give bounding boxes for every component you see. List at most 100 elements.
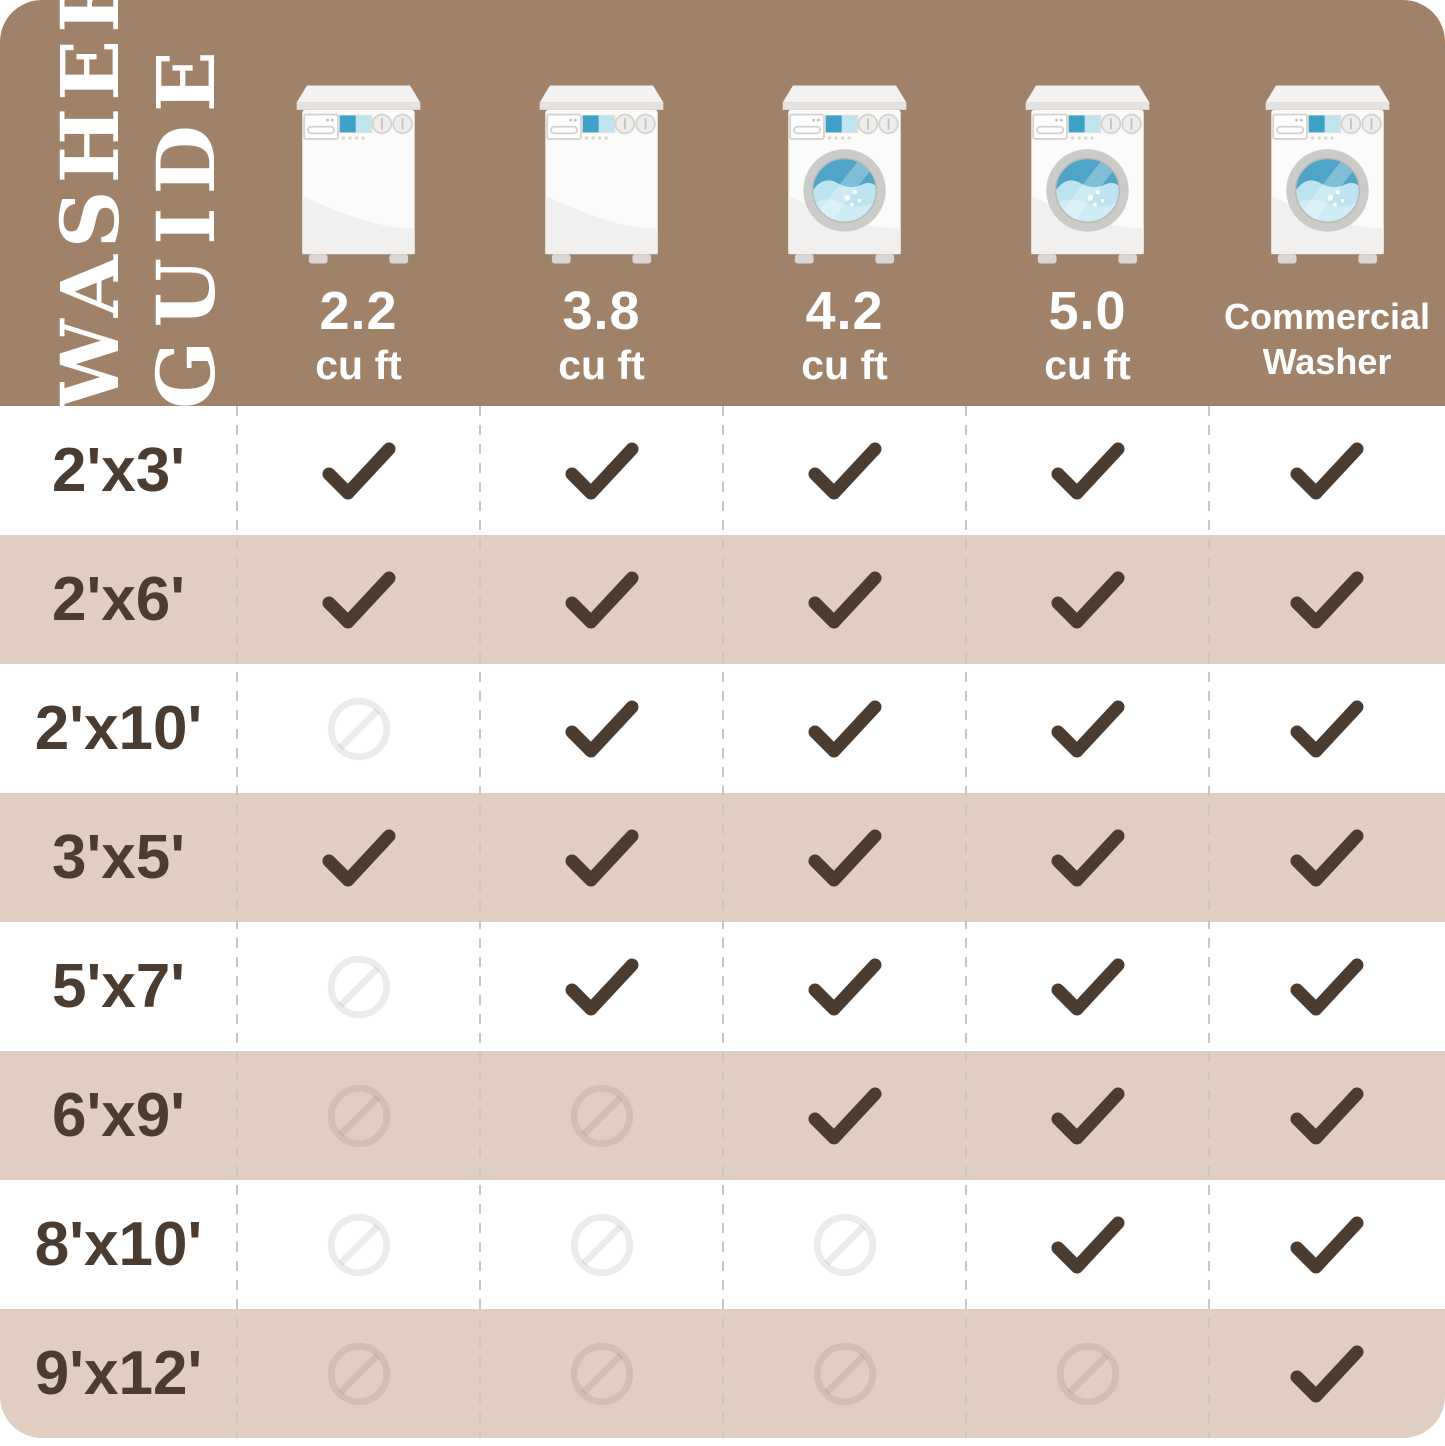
check-icon: [565, 700, 638, 757]
capacity-label: 3.8: [562, 281, 641, 341]
check-icon: [1051, 958, 1124, 1015]
check-icon: [1290, 1216, 1364, 1273]
check-icon: [808, 700, 881, 757]
table-row: 8'x10': [0, 1180, 1445, 1309]
table-cell: [480, 406, 723, 535]
table-cell: [723, 535, 966, 664]
check-icon: [1290, 829, 1364, 886]
table-cell: [237, 922, 480, 1051]
check-icon: [808, 1087, 881, 1144]
check-icon: [1051, 700, 1124, 757]
washer-door: [1285, 149, 1369, 232]
title-line-guide: GUIDE: [139, 38, 233, 409]
row-label: 5'x7': [52, 952, 185, 1021]
table-cell: [480, 1180, 723, 1309]
check-icon: [1290, 958, 1364, 1015]
table-cell: [723, 406, 966, 535]
table-cell: [480, 1051, 723, 1180]
no-icon: [813, 1213, 876, 1276]
check-icon: [1290, 442, 1364, 499]
check-icon: [565, 442, 638, 499]
row-label: 3'x5': [52, 823, 185, 892]
no-icon: [327, 955, 390, 1018]
table-cell: [723, 1180, 966, 1309]
capacity-label: Commercial: [1223, 296, 1431, 337]
header-column: 2.2 cu ft: [237, 0, 480, 406]
table-cell: [480, 535, 723, 664]
table-cell: [237, 664, 480, 793]
capacity-sublabel: Washer: [1262, 341, 1392, 382]
table-row: 2'x10': [0, 664, 1445, 793]
table-cell: [237, 793, 480, 922]
capacity-sublabel: cu ft: [315, 342, 402, 388]
table-cell: [1209, 1309, 1445, 1438]
column-divider: [965, 406, 967, 1438]
check-icon: [322, 571, 395, 628]
table-cell: [723, 664, 966, 793]
header-column: 5.0 cu ft: [966, 0, 1209, 406]
check-icon: [1051, 442, 1124, 499]
row-label: 2'x6': [52, 565, 185, 634]
table-cell: [480, 664, 723, 793]
capacity-sublabel: cu ft: [801, 342, 888, 388]
capacity-sublabel: cu ft: [1044, 342, 1131, 388]
title-line-washer: WASHER: [43, 0, 137, 409]
no-icon: [327, 1213, 390, 1276]
check-icon: [1290, 700, 1364, 757]
washer-door: [1046, 149, 1129, 232]
table-cell: [966, 1051, 1209, 1180]
top-load-washer-icon: [296, 85, 421, 264]
column-divider: [479, 406, 481, 1438]
table-cell: [723, 1309, 966, 1438]
table-cell: [237, 1051, 480, 1180]
row-label: 9'x12': [34, 1339, 203, 1408]
check-icon: [1290, 571, 1364, 628]
table-cell: [966, 922, 1209, 1051]
check-icon: [565, 829, 638, 886]
capacity-label: 4.2: [805, 281, 884, 341]
check-icon: [1051, 1087, 1124, 1144]
front-load-washer-icon: [1265, 85, 1389, 264]
header-column: 4.2 cu ft: [723, 0, 966, 406]
no-icon: [327, 697, 390, 760]
check-icon: [808, 958, 881, 1015]
header-column: 3.8 cu ft: [480, 0, 723, 406]
table-cell: [237, 406, 480, 535]
no-icon: [570, 1213, 633, 1276]
capacity-label: 2.2: [319, 281, 398, 341]
no-icon: [813, 1342, 876, 1405]
check-icon: [1051, 1216, 1124, 1273]
title-block: WASHER GUIDE: [0, 0, 237, 409]
table-cell: [966, 1309, 1209, 1438]
no-icon: [1056, 1342, 1119, 1405]
no-icon: [570, 1342, 633, 1405]
front-load-washer-icon: [1025, 85, 1150, 264]
check-icon: [565, 958, 638, 1015]
table-cell: [1209, 535, 1445, 664]
row-label: 2'x10': [34, 694, 203, 763]
check-icon: [1051, 571, 1124, 628]
washer-door: [803, 149, 886, 232]
row-label: 6'x9': [52, 1081, 185, 1150]
column-divider: [722, 406, 724, 1438]
table-cell: [723, 793, 966, 922]
no-icon: [327, 1342, 390, 1405]
no-icon: [327, 1084, 390, 1147]
check-icon: [1290, 1345, 1364, 1402]
capacity-label: 5.0: [1048, 281, 1127, 341]
compatibility-table: 2'x3' 2'x6' 2'x10' 3'x5' 5'x7': [0, 406, 1445, 1438]
table-cell: [480, 922, 723, 1051]
table-cell: [480, 793, 723, 922]
front-load-washer-icon: [782, 85, 907, 264]
table-cell: [237, 1309, 480, 1438]
table-cell: [966, 1180, 1209, 1309]
check-icon: [1290, 1087, 1364, 1144]
table-row: 5'x7': [0, 922, 1445, 1051]
column-divider: [236, 406, 238, 1438]
table-row: 2'x3': [0, 406, 1445, 535]
top-load-washer-icon: [539, 85, 664, 264]
header: WASHER GUIDE 2.2 cu ft: [0, 0, 1445, 409]
table-cell: [966, 535, 1209, 664]
table-cell: [723, 922, 966, 1051]
